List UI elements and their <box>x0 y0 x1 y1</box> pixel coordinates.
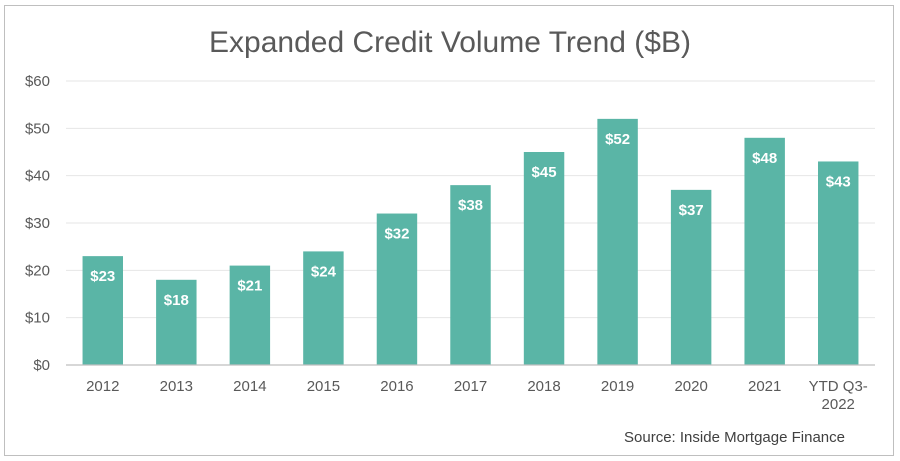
data-label: $38 <box>458 197 483 214</box>
y-tick-label: $0 <box>33 357 50 374</box>
x-tick-label: YTD Q3-2022 <box>809 378 868 413</box>
bar <box>303 251 344 365</box>
bar <box>156 279 197 365</box>
y-tick-label: $50 <box>25 120 50 137</box>
x-tick-label: 2013 <box>160 378 193 395</box>
x-axis-ticks: 2012 2013 2014 2015 2016 2017 2018 2019 2020 2021… <box>86 378 868 413</box>
data-label: $48 <box>752 150 777 167</box>
source-note: Source: Inside Mortgage Finance <box>624 429 845 446</box>
data-label: $21 <box>237 278 262 295</box>
bar <box>670 189 712 365</box>
data-label: $18 <box>164 292 189 309</box>
x-tick-label: 2018 <box>527 378 560 395</box>
data-label: $43 <box>826 173 851 190</box>
data-label: $32 <box>384 226 409 243</box>
x-tick-label: 2017 <box>454 378 487 395</box>
x-tick-label: 2015 <box>307 378 340 395</box>
bar <box>744 137 785 365</box>
x-tick-label: 2021 <box>748 378 781 395</box>
bar <box>229 265 271 365</box>
chart-title: Expanded Credit Volume Trend ($B) <box>209 26 691 59</box>
data-labels: $23 $18 $21 $24 $32 $38 $45 $52 $37 $48 $43 <box>90 131 850 309</box>
bars <box>82 118 859 365</box>
data-label: $23 <box>90 268 115 285</box>
bar <box>523 152 565 365</box>
bar <box>82 256 123 365</box>
x-tick-label: 2020 <box>674 378 707 395</box>
x-tick-label: 2019 <box>601 378 634 395</box>
data-label: $24 <box>311 263 337 280</box>
data-label: $37 <box>679 202 704 219</box>
x-tick-label: 2012 <box>86 378 119 395</box>
x-tick-label: 2014 <box>233 378 266 395</box>
y-tick-label: $30 <box>25 215 50 232</box>
y-tick-label: $10 <box>25 310 50 327</box>
bar <box>597 118 638 365</box>
y-tick-label: $20 <box>25 262 50 279</box>
bar <box>450 185 491 365</box>
y-tick-label: $60 <box>25 73 50 90</box>
y-tick-label: $40 <box>25 168 50 185</box>
y-axis-ticks: $0 $10 $20 $30 $40 $50 $60 <box>25 73 50 374</box>
x-tick-label: 2016 <box>380 378 413 395</box>
bar <box>818 161 859 365</box>
bar <box>376 213 418 365</box>
data-label: $45 <box>532 164 557 181</box>
gridlines <box>66 80 875 319</box>
data-label: $52 <box>605 131 630 148</box>
